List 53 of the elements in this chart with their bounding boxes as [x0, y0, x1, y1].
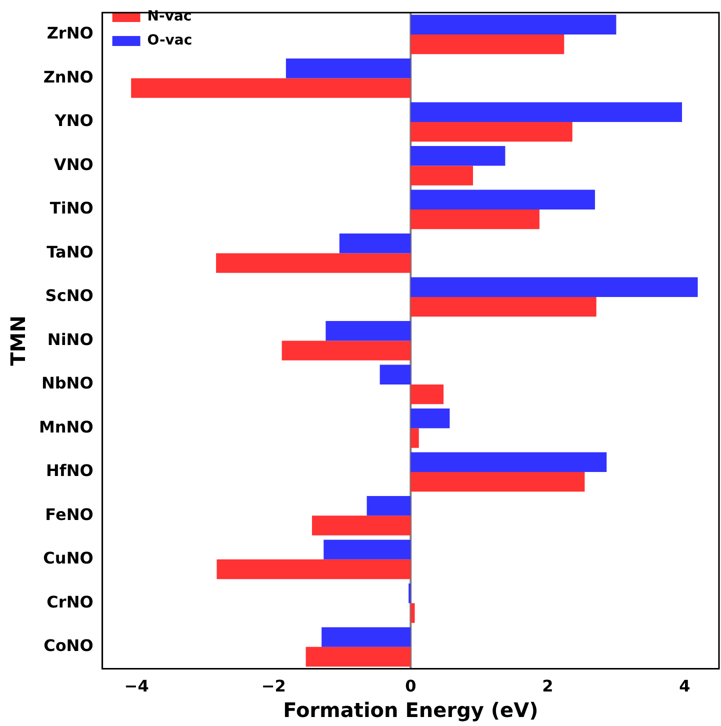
- y-tick-label: FeNO: [45, 504, 94, 524]
- y-tick-label: YNO: [54, 111, 94, 130]
- bar: [410, 472, 585, 492]
- y-tick-label: NbNO: [41, 374, 94, 393]
- bar: [282, 340, 411, 360]
- x-tick-label: 2: [542, 676, 554, 696]
- bar: [216, 559, 411, 580]
- bar: [410, 277, 698, 297]
- y-tick-label: CrNO: [46, 592, 94, 612]
- y-tick-label: ScNO: [45, 286, 94, 306]
- y-tick-label: MnNO: [38, 417, 94, 436]
- bar: [326, 321, 411, 341]
- x-tick-label: −4: [124, 676, 149, 696]
- y-tick-label: CuNO: [43, 548, 94, 568]
- y-tick-label: ZnNO: [43, 67, 94, 86]
- bar: [216, 253, 411, 273]
- y-tick-label: VNO: [54, 154, 94, 174]
- bar: [410, 209, 540, 230]
- y-axis-title: TMN: [6, 316, 30, 366]
- bar: [410, 603, 415, 623]
- bar: [366, 496, 411, 516]
- bar: [410, 166, 474, 186]
- bar: [410, 14, 616, 34]
- bar: [410, 452, 607, 472]
- legend-label: O-vac: [147, 32, 192, 49]
- x-tick-label: 0: [405, 676, 416, 696]
- bar: [410, 34, 564, 54]
- bar: [322, 627, 411, 647]
- bar: [306, 646, 411, 667]
- bar: [324, 540, 411, 560]
- bar: [410, 190, 595, 210]
- bar: [410, 122, 572, 142]
- y-tick-label: HfNO: [46, 461, 94, 480]
- bar: [410, 428, 419, 448]
- bar: [286, 58, 411, 78]
- y-tick-label: ZrNO: [46, 24, 94, 43]
- bar: [410, 384, 444, 404]
- bar: [312, 516, 411, 536]
- x-tick-label: 4: [679, 676, 690, 696]
- bar: [410, 102, 682, 122]
- bar: [339, 234, 411, 254]
- legend-label: N-vac: [147, 8, 192, 25]
- y-tick-label: TaNO: [46, 242, 94, 262]
- x-axis-title: Formation Energy (eV): [283, 698, 538, 722]
- y-tick-label: CoNO: [44, 636, 94, 656]
- y-tick-label: NiNO: [47, 330, 94, 349]
- y-tick-label: TiNO: [50, 198, 94, 218]
- bar: [410, 408, 450, 428]
- bar: [131, 78, 411, 98]
- bar: [410, 146, 506, 166]
- bar: [410, 296, 596, 317]
- bar: [380, 364, 411, 384]
- x-tick-label: −2: [261, 676, 286, 696]
